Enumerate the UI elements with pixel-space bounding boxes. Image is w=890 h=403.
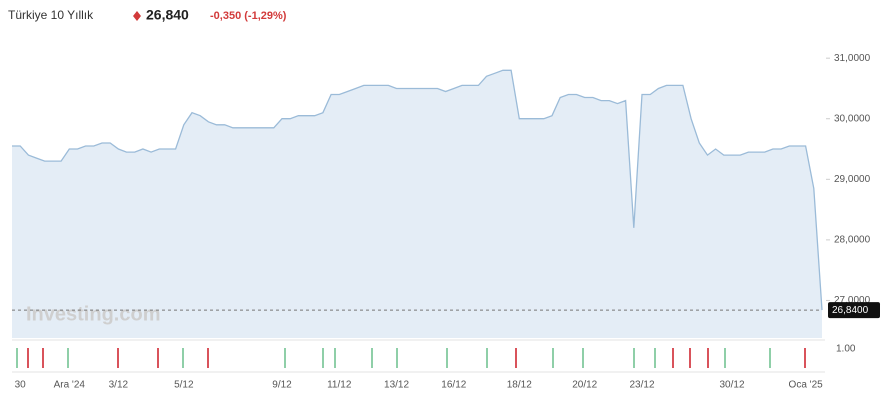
x-tick-label: 30/12 <box>719 380 744 391</box>
price: 26,840 <box>146 7 189 23</box>
x-tick-label: 30 <box>15 380 27 391</box>
x-tick-label: 5/12 <box>174 380 194 391</box>
x-tick-label: 16/12 <box>441 380 466 391</box>
x-tick-label: Oca '25 <box>789 380 824 391</box>
y-tick-label: 28,0000 <box>834 235 871 246</box>
x-tick-label: Ara '24 <box>54 380 86 391</box>
x-tick-label: 9/12 <box>272 380 292 391</box>
last-value-label: 26,8400 <box>832 305 869 316</box>
change: -0,350 (-1,29%) <box>210 10 287 22</box>
line <box>12 69 823 311</box>
down-icon <box>133 11 141 21</box>
x-tick-label: 11/12 <box>327 380 352 391</box>
y-tick-label: 29,0000 <box>834 174 871 185</box>
last-value-box <box>828 302 880 319</box>
x-tick-label: 20/12 <box>572 380 597 391</box>
lower-axis-label: 1.00 <box>836 344 856 355</box>
watermark: Investing.com <box>26 303 160 325</box>
y-tick-label: 27,0000 <box>834 295 871 306</box>
area-fill <box>12 70 822 339</box>
x-tick-label: 23/12 <box>629 380 654 391</box>
chart-title: Türkiye 10 Yıllık <box>8 8 94 22</box>
x-tick-label: 13/12 <box>384 380 409 391</box>
y-tick-label: 31,0000 <box>834 53 871 64</box>
x-tick-label: 3/12 <box>109 380 129 391</box>
y-tick-label: 30,0000 <box>834 113 871 124</box>
event-markers <box>16 348 806 368</box>
x-tick-label: 18/12 <box>507 380 532 391</box>
